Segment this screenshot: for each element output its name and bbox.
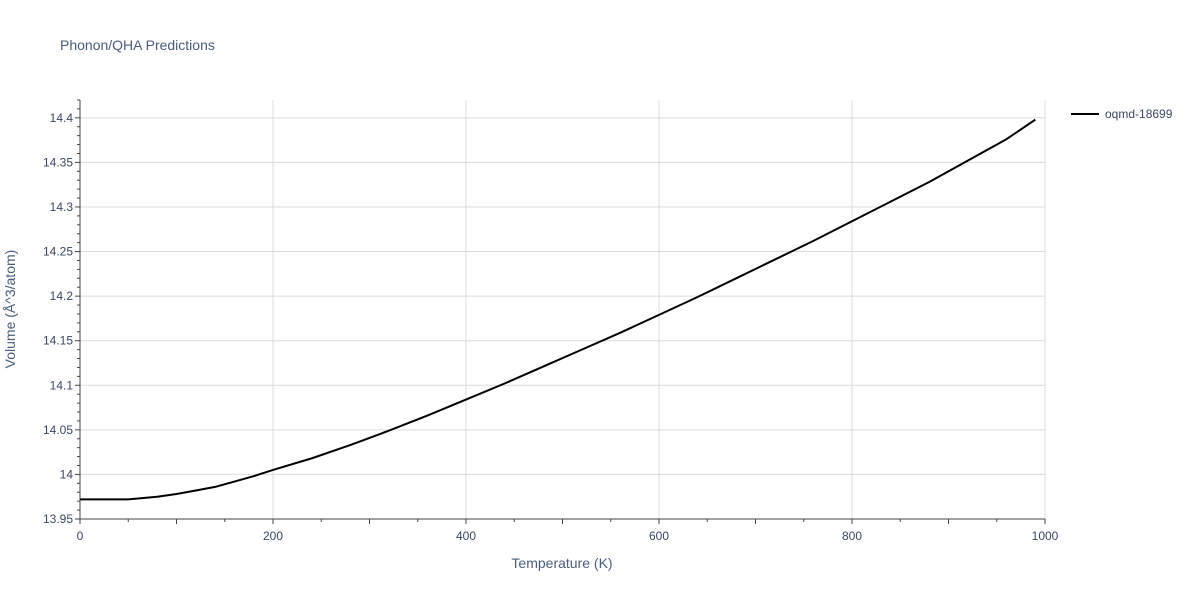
- legend[interactable]: oqmd-18699: [1071, 107, 1173, 121]
- legend-label-oqmd-18699: oqmd-18699: [1105, 107, 1173, 121]
- chart-title: Phonon/QHA Predictions: [60, 37, 215, 53]
- y-tick-label: 14.4: [50, 111, 74, 125]
- y-tick-label: 14.15: [43, 334, 73, 348]
- x-tick-label: 800: [842, 529, 862, 543]
- y-tick-label: 14.35: [43, 155, 73, 169]
- x-axis-title: Temperature (K): [511, 555, 612, 571]
- y-tick-label: 13.95: [43, 512, 73, 526]
- y-tick-label: 14.2: [50, 289, 74, 303]
- axes-layer: 0 200 400 600 800 1000 13.95 14 14.05 14.1 14.15 14…: [43, 99, 1059, 543]
- y-tick-label: 14.25: [43, 245, 73, 259]
- x-tick-label: 1000: [1032, 529, 1059, 543]
- series-line-oqmd-18699: [80, 118, 1036, 501]
- grid-layer: [80, 100, 1046, 519]
- x-tick-label: 0: [77, 529, 84, 543]
- y-tick-label: 14.05: [43, 423, 73, 437]
- y-tick-label: 14: [60, 467, 74, 481]
- y-axis-title: Volume (Å^3/atom): [2, 250, 18, 369]
- y-tick-label: 14.1: [50, 378, 74, 392]
- y-tick-label: 14.3: [50, 200, 74, 214]
- x-tick-label: 400: [456, 529, 476, 543]
- x-tick-label: 600: [649, 529, 669, 543]
- x-tick-label: 200: [263, 529, 283, 543]
- series-layer: [80, 118, 1036, 501]
